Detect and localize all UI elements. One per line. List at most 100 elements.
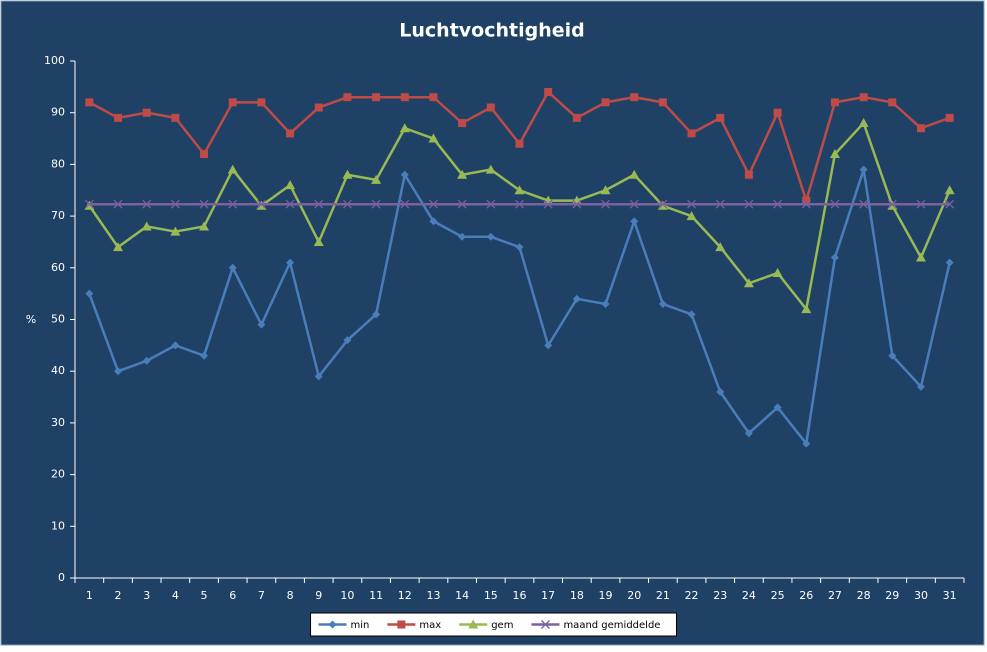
x-tick-label: 17 [541, 589, 555, 602]
legend-box [310, 612, 677, 637]
x-tick-label: 15 [484, 589, 498, 602]
y-tick-label: 0 [58, 571, 65, 584]
x-tick-label: 9 [315, 589, 322, 602]
marker [858, 118, 869, 128]
marker [543, 199, 553, 209]
x-tick-label: 28 [857, 589, 871, 602]
x-tick-label: 26 [799, 589, 813, 602]
marker [372, 310, 381, 319]
x-tick-label: 4 [172, 589, 179, 602]
marker [285, 199, 295, 209]
marker [342, 199, 352, 209]
y-tick-label: 20 [51, 468, 65, 481]
marker [142, 199, 152, 209]
legend-label: min [351, 620, 370, 631]
marker [773, 199, 783, 209]
legend-label: gem [491, 620, 513, 631]
marker [601, 299, 610, 308]
marker [343, 336, 352, 345]
marker [314, 103, 323, 112]
marker [715, 242, 726, 252]
y-tick-label: 60 [51, 261, 65, 274]
y-tick-label: 30 [51, 416, 65, 429]
marker [114, 113, 123, 122]
marker [744, 170, 753, 179]
marker [916, 199, 926, 209]
x-tick-label: 5 [201, 589, 208, 602]
y-tick-label: 80 [51, 157, 65, 170]
x-tick-label: 18 [570, 589, 584, 602]
marker [743, 278, 754, 288]
x-tick-label: 7 [258, 589, 265, 602]
x-tick-label: 10 [340, 589, 354, 602]
marker [85, 289, 94, 298]
marker [84, 199, 94, 209]
marker [457, 199, 467, 209]
marker [600, 185, 611, 195]
marker [429, 199, 438, 209]
x-tick-label: 8 [287, 589, 294, 602]
marker [314, 199, 324, 209]
marker [859, 165, 868, 174]
x-tick-label: 1 [86, 589, 93, 602]
marker [199, 221, 210, 231]
marker [716, 113, 725, 122]
marker [171, 341, 180, 350]
marker [944, 185, 955, 195]
x-tick-label: 20 [627, 589, 641, 602]
marker [572, 113, 581, 122]
marker [859, 93, 868, 102]
marker [945, 199, 955, 209]
x-tick-label: 3 [143, 589, 150, 602]
marker [801, 304, 812, 314]
marker [256, 199, 266, 209]
marker [313, 236, 324, 246]
marker [687, 199, 697, 209]
marker [458, 119, 467, 128]
marker [687, 129, 696, 138]
marker [171, 113, 180, 122]
marker [399, 123, 410, 133]
marker [658, 199, 668, 209]
marker [687, 310, 696, 319]
x-tick-label: 31 [943, 589, 957, 602]
marker [601, 98, 610, 107]
y-tick-label: 70 [51, 209, 65, 222]
marker [170, 226, 181, 236]
marker [715, 199, 725, 209]
marker [85, 98, 94, 107]
marker [744, 199, 754, 209]
marker [486, 232, 495, 241]
x-tick-label: 12 [398, 589, 412, 602]
marker [915, 252, 926, 262]
y-tick-label: 90 [51, 106, 65, 119]
marker [801, 199, 811, 209]
y-tick-label: 40 [51, 364, 65, 377]
chart-title: Luchtvochtigheid [399, 20, 584, 42]
marker [540, 620, 550, 629]
marker [400, 170, 409, 179]
y-tick-label: 100 [44, 54, 65, 67]
marker [773, 108, 782, 117]
x-tick-label: 21 [656, 589, 670, 602]
marker [744, 429, 753, 438]
marker [371, 199, 381, 209]
marker [113, 242, 124, 252]
marker [371, 174, 382, 184]
marker [916, 382, 925, 391]
x-tick-label: 22 [685, 589, 699, 602]
marker [486, 103, 495, 112]
x-tick-label: 25 [771, 589, 785, 602]
marker [343, 93, 352, 102]
marker [142, 356, 151, 365]
marker [916, 124, 925, 133]
x-tick-label: 11 [369, 589, 383, 602]
marker [888, 351, 897, 360]
x-tick-label: 29 [885, 589, 899, 602]
marker [372, 93, 381, 102]
marker [228, 263, 237, 272]
marker [200, 351, 209, 360]
x-tick-label: 14 [455, 589, 469, 602]
marker [328, 620, 337, 629]
x-tick-label: 16 [513, 589, 527, 602]
